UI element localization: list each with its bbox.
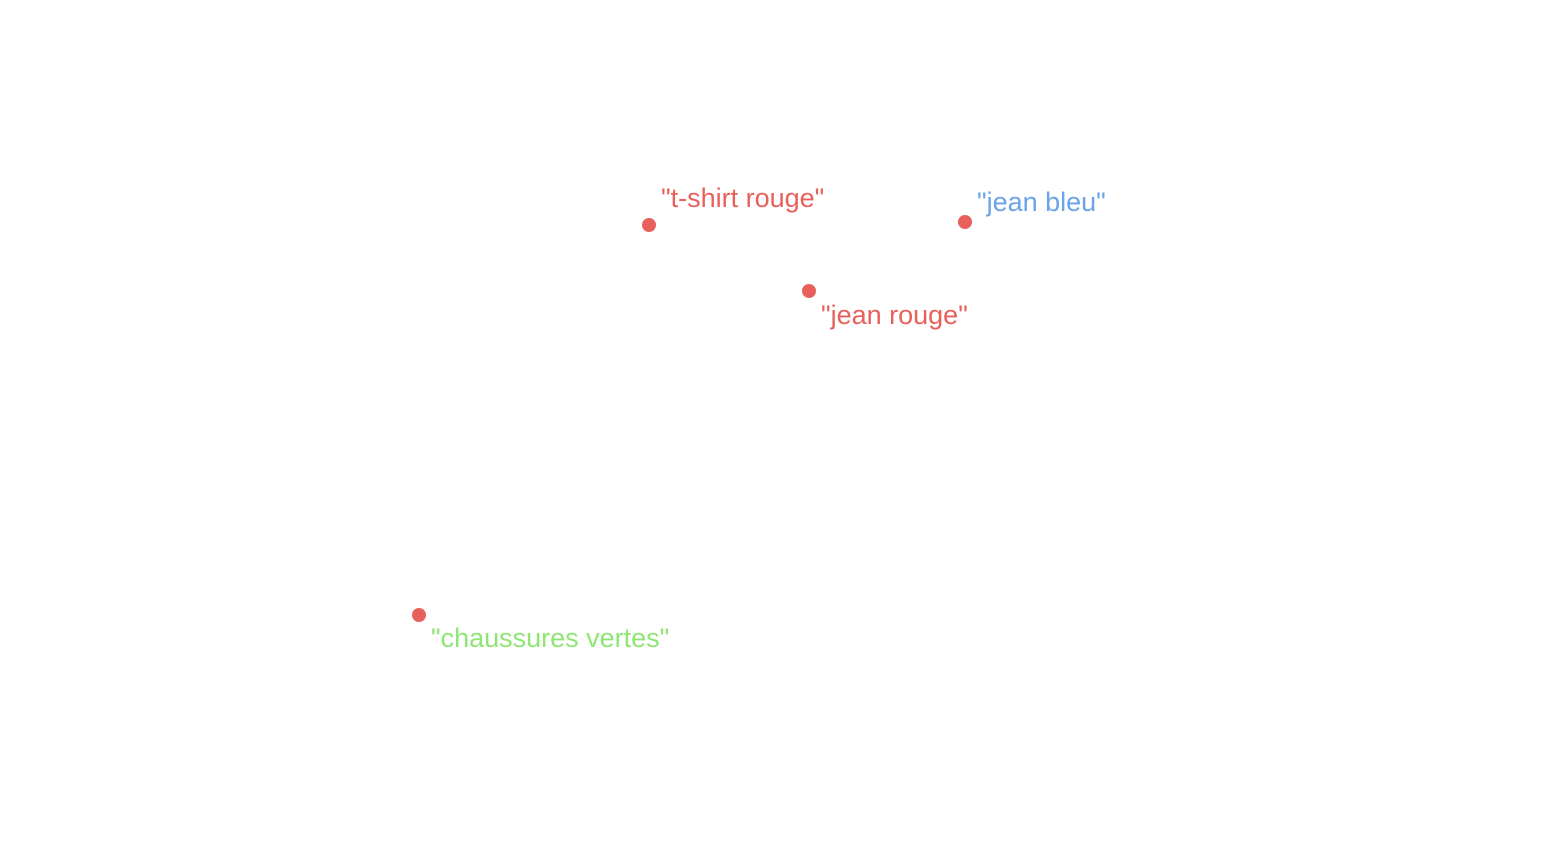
point-label: "t-shirt rouge" <box>661 183 824 213</box>
point-jean-rouge: "jean rouge" <box>802 284 968 330</box>
point-marker <box>802 284 816 298</box>
point-marker <box>958 215 972 229</box>
point-label: "jean rouge" <box>821 300 968 330</box>
point-jean-bleu: "jean bleu" <box>958 187 1106 229</box>
point-chaussures-vertes: "chaussures vertes" <box>412 608 669 653</box>
point-marker <box>412 608 426 622</box>
point-label: "jean bleu" <box>977 187 1106 217</box>
point-marker <box>642 218 656 232</box>
point-t-shirt-rouge: "t-shirt rouge" <box>642 183 824 232</box>
point-label: "chaussures vertes" <box>431 623 669 653</box>
